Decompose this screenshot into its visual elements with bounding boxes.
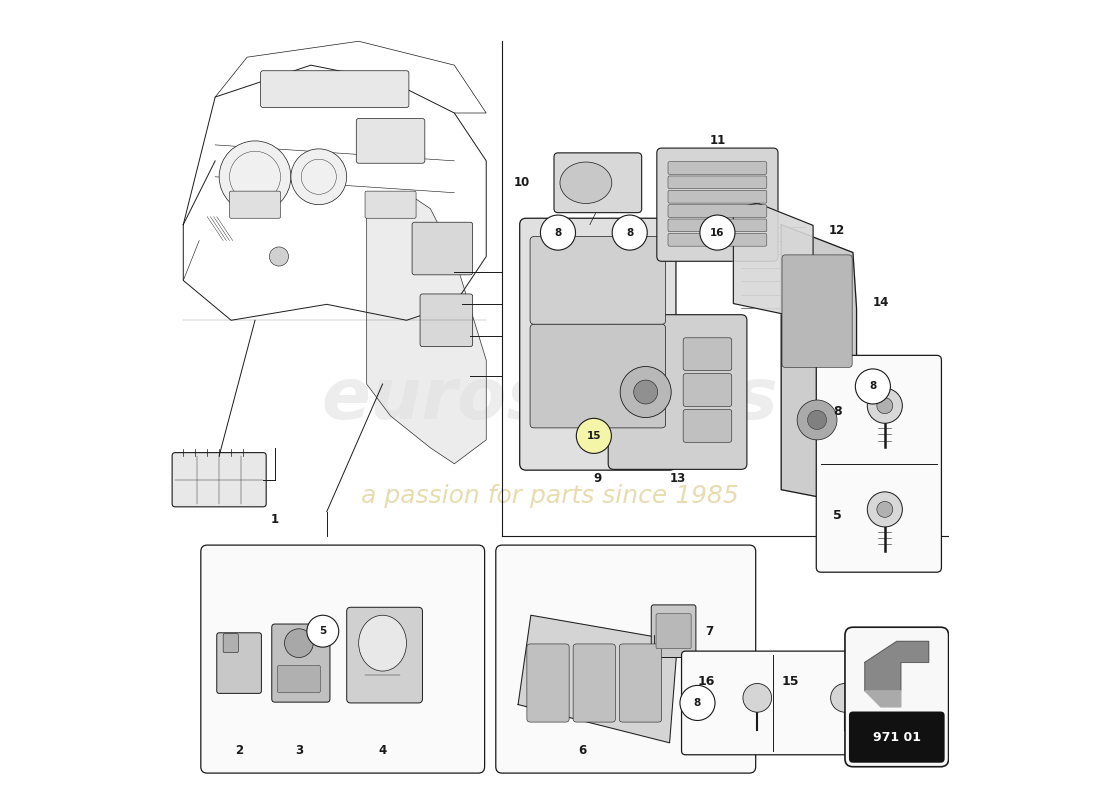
Circle shape [613,215,647,250]
FancyBboxPatch shape [668,176,767,189]
FancyBboxPatch shape [573,644,615,722]
Text: 2: 2 [235,744,243,758]
Text: eurospares: eurospares [321,366,779,434]
Text: 9: 9 [594,472,602,485]
Text: 8: 8 [833,406,842,418]
Polygon shape [518,615,678,743]
Text: a passion for parts since 1985: a passion for parts since 1985 [361,484,739,508]
Circle shape [877,502,893,518]
FancyBboxPatch shape [683,374,732,406]
FancyBboxPatch shape [412,222,473,275]
Text: 16: 16 [711,227,725,238]
FancyBboxPatch shape [849,711,945,762]
FancyBboxPatch shape [668,234,767,246]
Circle shape [807,410,826,430]
FancyBboxPatch shape [530,237,666,324]
FancyBboxPatch shape [527,644,569,722]
Text: 1: 1 [271,514,279,526]
Text: 3: 3 [295,744,302,758]
Polygon shape [865,690,901,707]
FancyBboxPatch shape [530,324,666,428]
Text: 8: 8 [554,227,562,238]
FancyBboxPatch shape [356,118,425,163]
Text: 6: 6 [578,744,586,758]
Text: 10: 10 [514,176,530,190]
Text: 4: 4 [378,744,387,758]
FancyBboxPatch shape [668,205,767,218]
Polygon shape [781,225,857,504]
FancyBboxPatch shape [656,614,691,649]
Text: 5: 5 [833,509,842,522]
Text: 12: 12 [829,225,845,238]
FancyBboxPatch shape [519,218,676,470]
Polygon shape [865,642,928,690]
FancyBboxPatch shape [277,666,320,693]
Text: 14: 14 [873,296,889,310]
Text: 971 01: 971 01 [872,730,921,744]
FancyBboxPatch shape [683,338,732,370]
FancyBboxPatch shape [668,190,767,203]
Text: 8: 8 [869,382,877,391]
Text: 8: 8 [694,698,701,708]
Text: 16: 16 [697,675,715,688]
Circle shape [540,215,575,250]
FancyBboxPatch shape [272,624,330,702]
FancyBboxPatch shape [346,607,422,703]
Polygon shape [366,193,486,464]
Circle shape [634,380,658,404]
FancyBboxPatch shape [845,627,948,766]
FancyBboxPatch shape [201,545,485,773]
Circle shape [867,388,902,423]
Circle shape [680,686,715,721]
Circle shape [867,492,902,527]
Polygon shape [734,203,813,320]
FancyBboxPatch shape [420,294,473,346]
FancyBboxPatch shape [223,634,239,653]
Text: 15: 15 [586,431,601,441]
Circle shape [290,149,346,205]
FancyBboxPatch shape [554,153,641,213]
Text: 5: 5 [319,626,327,636]
FancyBboxPatch shape [172,453,266,507]
Circle shape [307,615,339,647]
FancyBboxPatch shape [608,314,747,470]
Circle shape [700,215,735,250]
FancyBboxPatch shape [619,644,661,722]
FancyBboxPatch shape [668,219,767,232]
Circle shape [219,141,290,213]
FancyBboxPatch shape [683,410,732,442]
Circle shape [576,418,612,454]
FancyBboxPatch shape [657,148,778,262]
Circle shape [856,369,890,404]
Text: 15: 15 [781,675,799,688]
FancyBboxPatch shape [496,545,756,773]
FancyBboxPatch shape [365,191,416,218]
Text: 11: 11 [710,134,726,147]
Circle shape [798,400,837,440]
FancyBboxPatch shape [230,191,280,218]
Text: 13: 13 [670,472,685,485]
Circle shape [742,683,771,712]
Circle shape [620,366,671,418]
FancyBboxPatch shape [261,70,409,107]
Ellipse shape [359,615,407,671]
FancyBboxPatch shape [217,633,262,694]
FancyBboxPatch shape [816,355,942,572]
Circle shape [285,629,314,658]
FancyBboxPatch shape [668,162,767,174]
Circle shape [830,683,859,712]
Text: 8: 8 [626,227,634,238]
Circle shape [270,247,288,266]
Text: 7: 7 [705,625,714,638]
FancyBboxPatch shape [651,605,696,658]
Ellipse shape [560,162,612,203]
FancyBboxPatch shape [782,255,852,367]
Circle shape [877,398,893,414]
FancyBboxPatch shape [682,651,865,754]
